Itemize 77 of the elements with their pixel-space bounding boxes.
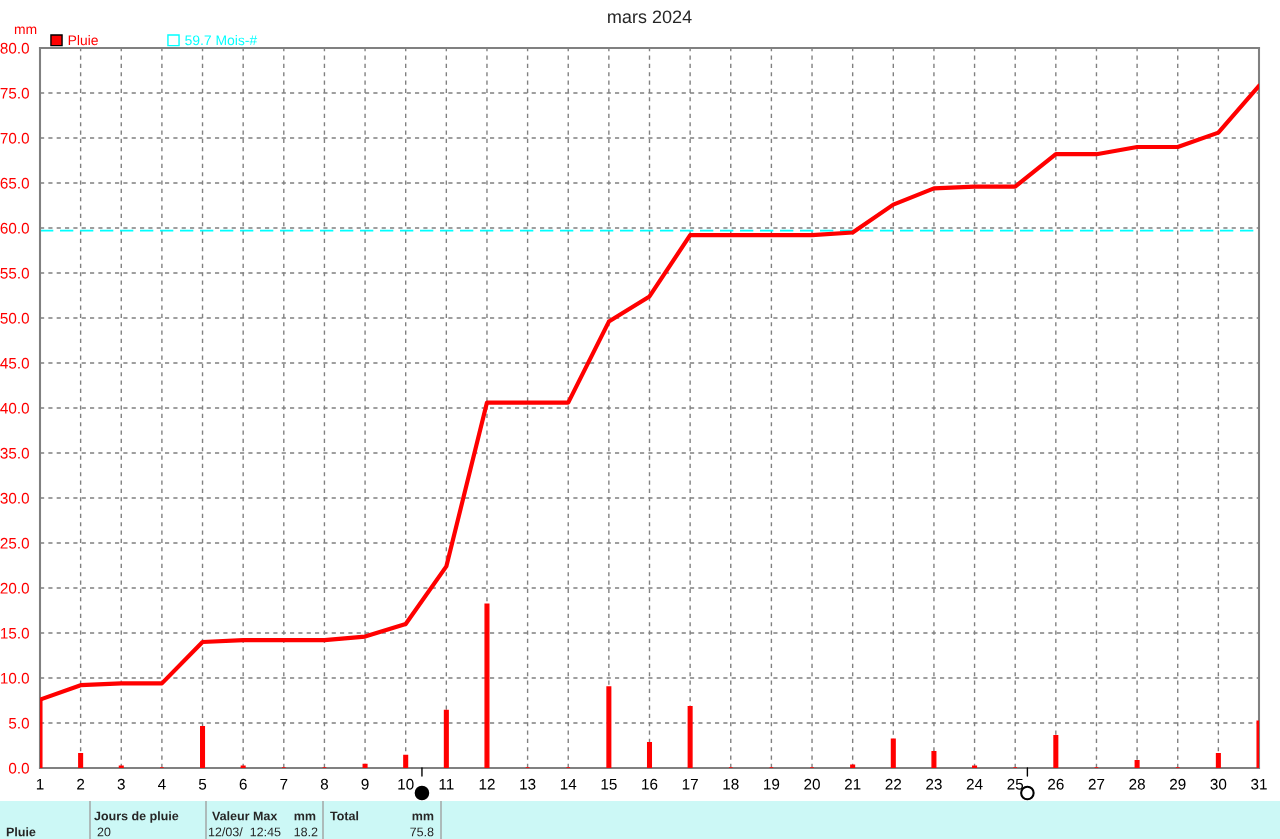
bar: [606, 686, 612, 768]
y-tick-label: 5.0: [8, 717, 29, 729]
x-tick-label: 15: [601, 778, 617, 790]
y-tick-label: 20.0: [0, 582, 29, 594]
text: mm: [294, 813, 316, 821]
legend-label: Pluie: [68, 35, 98, 46]
text: mm: [412, 813, 434, 821]
y-tick-label: 30.0: [0, 492, 29, 504]
bar: [850, 764, 856, 768]
y-tick-label: 25.0: [0, 537, 29, 549]
x-tick-label: 21: [844, 778, 861, 790]
y-tick-label: 65.0: [0, 177, 29, 189]
x-tick-label: 1: [36, 778, 44, 790]
y-tick-label: 10.0: [1, 672, 29, 684]
y-tick-label: 55.0: [0, 267, 29, 279]
y-axis-title: mm: [14, 26, 37, 34]
x-tick-label: 13: [520, 778, 536, 790]
x-tick-label: 7: [280, 778, 288, 790]
y-tick-label: 35.0: [0, 447, 29, 459]
bar: [1215, 752, 1221, 768]
x-tick-label: 10: [398, 778, 414, 790]
x-tick-label: 26: [1048, 778, 1064, 790]
x-tick-label: 31: [1251, 778, 1267, 790]
text: 12/03/ 12:45: [208, 827, 281, 837]
bar: [1053, 734, 1059, 768]
bar: [200, 725, 206, 768]
bar: [931, 751, 937, 768]
bar: [443, 709, 449, 768]
x-tick-label: 14: [560, 778, 577, 790]
x-tick-label: 4: [158, 778, 166, 790]
x-tick-label: 28: [1129, 778, 1145, 790]
x-tick-label: 19: [764, 778, 780, 790]
y-tick-label: 50.0: [0, 312, 29, 324]
bar: [646, 742, 653, 768]
legend-label: 59.7 Mois-#: [185, 35, 258, 46]
x-tick-label: 22: [885, 778, 902, 790]
x-tick-label: 17: [682, 778, 698, 790]
bar: [890, 738, 896, 768]
y-tick-label: 15.0: [1, 627, 29, 639]
bar: [78, 752, 84, 768]
text: Valeur Max: [212, 811, 278, 821]
x-tick-label: 12: [479, 778, 495, 790]
y-tick-label: 70.0: [0, 132, 29, 144]
y-tick-label: 45.0: [0, 357, 29, 369]
y-tick-label: 80.0: [0, 42, 29, 54]
bar: [1134, 760, 1140, 768]
x-tick-label: 16: [642, 778, 658, 790]
text: 18.2: [294, 827, 318, 837]
text: Total: [330, 811, 359, 821]
x-tick-label: 30: [1210, 778, 1227, 790]
text: Pluie: [6, 827, 36, 837]
text: 75.8: [410, 827, 434, 837]
x-tick-label: 18: [723, 778, 739, 790]
bar: [687, 706, 693, 768]
chart-title: mars 2024: [608, 10, 692, 24]
text: 20: [97, 827, 111, 837]
x-tick-label: 8: [320, 778, 329, 790]
x-tick-label: 11: [439, 778, 454, 790]
x-tick-label: 25: [1007, 778, 1024, 790]
y-tick-label: 0.0: [8, 762, 29, 774]
bar: [403, 754, 409, 768]
y-tick-label: 60.0: [0, 222, 29, 234]
x-tick-label: 6: [239, 778, 247, 790]
x-tick-label: 27: [1088, 778, 1105, 790]
x-tick-label: 20: [804, 778, 820, 790]
bar: [484, 603, 490, 768]
x-tick-label: 3: [117, 778, 125, 790]
bar: [362, 763, 368, 768]
x-tick-label: 9: [361, 778, 369, 790]
y-tick-label: 75.0: [0, 87, 29, 99]
x-tick-label: 5: [198, 778, 207, 790]
y-tick-label: 40.0: [0, 402, 29, 414]
x-tick-label: 2: [77, 778, 85, 790]
x-tick-label: 24: [966, 778, 983, 790]
x-tick-label: 29: [1170, 778, 1186, 790]
x-tick-label: 23: [926, 778, 942, 790]
text: Jours de pluie: [94, 811, 179, 823]
